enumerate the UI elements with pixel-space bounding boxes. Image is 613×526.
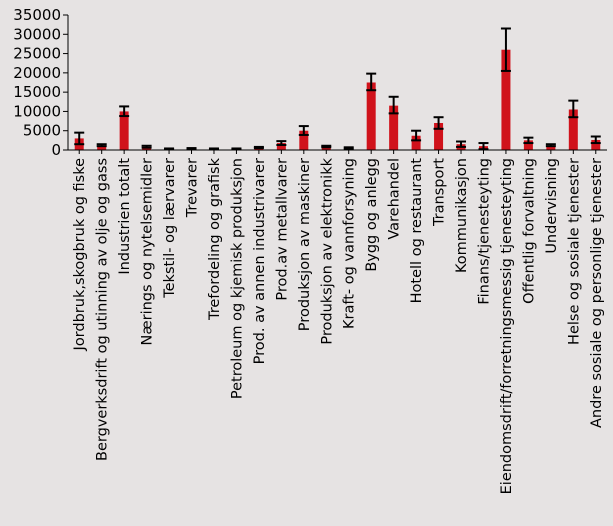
error-bar: [186, 147, 197, 150]
x-tick-label: Kommunikasjon: [454, 158, 470, 273]
bar: [523, 140, 533, 150]
error-bar: [411, 129, 422, 142]
x-tick-label: Eiendomsdrift/forretningsmessig tjeneste…: [499, 158, 515, 494]
x-tick-label: Industrien totalt: [117, 158, 133, 275]
error-bar: [523, 136, 534, 145]
bar: [366, 82, 376, 150]
error-bar: [456, 140, 467, 148]
y-tick-label: 30000: [13, 25, 61, 43]
y-tick-label: 20000: [13, 64, 61, 82]
y-tick-label: 0: [51, 141, 61, 159]
x-tick-label: Bygg og anlegg: [364, 158, 380, 272]
error-bar: [321, 144, 332, 149]
x-tick-label: Produksjon av maskiner: [297, 158, 313, 331]
y-tick-label: 25000: [13, 45, 61, 63]
error-bar: [119, 105, 130, 118]
x-tick-label: Produksjon av elektronikk: [319, 157, 335, 344]
x-tick-label: Nærings og nytelsemidler: [140, 158, 156, 346]
x-tick-label: Finans/tjenesteyting: [476, 158, 492, 305]
error-bar: [74, 131, 85, 146]
x-tick-label: Trevarer: [185, 158, 201, 218]
x-tick-label: Prod. av annen industrivarer: [252, 158, 268, 364]
x-tick-label: Undervisning: [544, 158, 560, 254]
bar: [546, 145, 556, 150]
error-bar: [388, 95, 399, 115]
error-bar: [164, 147, 175, 151]
error-bar: [568, 99, 579, 119]
x-tick-label: Transport: [432, 158, 448, 227]
x-tick-label: Kraft- og vannforsyning: [342, 158, 358, 329]
y-tick-label: 35000: [13, 6, 61, 24]
y-tick-label: 15000: [13, 83, 61, 101]
y-tick-label: 10000: [13, 102, 61, 120]
bar: [97, 145, 107, 150]
bar: [276, 143, 286, 150]
error-bar: [478, 142, 489, 151]
x-tick-label: Trefordeling og grafisk: [207, 157, 223, 321]
x-tick-label: Petroleum og kjemisk produksjon: [229, 158, 245, 399]
x-tick-label: Bergverksdrift og utinning av olje og ga…: [95, 158, 111, 461]
bar: [411, 135, 421, 150]
error-bar: [141, 144, 152, 149]
error-bar: [298, 125, 309, 136]
error-bar: [253, 145, 264, 150]
error-bar: [545, 143, 556, 148]
bar: [568, 109, 578, 150]
bar: [501, 49, 511, 150]
y-tick-label: 5000: [23, 122, 61, 140]
axis-layer: [63, 14, 607, 154]
bar: [591, 139, 601, 150]
x-tick-label: Varehandel: [387, 158, 403, 240]
error-bar: [590, 135, 601, 145]
error-bar: [276, 140, 287, 146]
x-tick-label: Hotell og restaurant: [409, 158, 425, 304]
x-tick-label: Andre sosiale og personlige tjenester: [589, 158, 605, 428]
error-bar: [231, 147, 242, 151]
error-bar: [433, 116, 444, 130]
error-bar: [208, 147, 219, 151]
bar: [389, 105, 399, 150]
error-bar: [500, 27, 511, 72]
error-bar: [96, 143, 107, 148]
x-tick-label: Offentlig forvaltning: [521, 158, 537, 304]
bars-layer: [74, 27, 601, 151]
x-tick-label: Jordbruk,skogbruk og fiske: [72, 158, 88, 352]
bar: [119, 111, 129, 150]
bar: [299, 130, 309, 150]
x-tick-labels: Jordbruk,skogbruk og fiske Bergverksdrift…: [72, 157, 605, 494]
bar: [434, 123, 444, 150]
x-tick-label: Helse og sosiale tjenester: [566, 158, 582, 345]
x-tick-label: Prod.av metallvarer: [274, 158, 290, 301]
error-bar: [366, 72, 377, 92]
x-tick-label: Tekstil- og lærvarer: [162, 158, 178, 299]
error-bar: [343, 146, 354, 150]
